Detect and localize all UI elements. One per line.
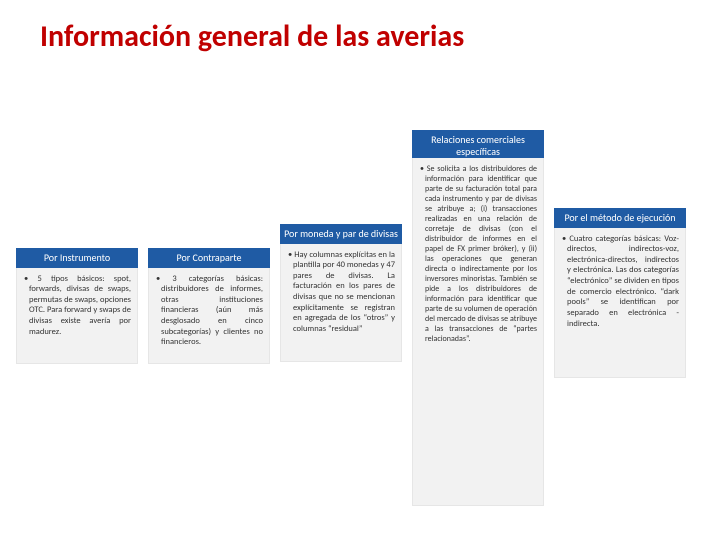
column-contraparte: Por Contraparte 3 categorías básicas: di… <box>148 248 270 364</box>
header-instrumento: Por Instrumento <box>16 248 138 268</box>
bullet-instrumento: 5 tipos básicos: spot, forwards, divisas… <box>29 274 131 338</box>
column-relaciones-top: Relaciones comerciales específicas <box>412 130 544 161</box>
body-instrumento: 5 tipos básicos: spot, forwards, divisas… <box>16 268 138 364</box>
header-contraparte: Por Contraparte <box>148 248 270 268</box>
column-moneda: Por moneda y par de divisas Hay columnas… <box>280 224 402 362</box>
body-ejecucion: Cuatro categorías básicas: Voz-directos,… <box>554 228 686 378</box>
header-relaciones: Relaciones comerciales específicas <box>412 130 544 161</box>
header-ejecucion: Por el método de ejecución <box>554 208 686 228</box>
column-ejecucion: Por el método de ejecución Cuatro catego… <box>554 208 686 378</box>
page-title: Información general de las averias <box>40 18 464 55</box>
header-moneda: Por moneda y par de divisas <box>280 224 402 244</box>
body-moneda: Hay columnas explícitas en la plantilla … <box>280 244 402 362</box>
bullet-ejecucion: Cuatro categorías básicas: Voz-directos,… <box>567 234 679 330</box>
bullet-contraparte: 3 categorías básicas: distribuidores de … <box>161 274 263 348</box>
body-contraparte: 3 categorías básicas: distribuidores de … <box>148 268 270 364</box>
column-relaciones: Se solicita a los distribuidores de info… <box>412 158 544 506</box>
column-instrumento: Por Instrumento 5 tipos básicos: spot, f… <box>16 248 138 364</box>
bullet-moneda: Hay columnas explícitas en la plantilla … <box>293 250 395 335</box>
body-relaciones: Se solicita a los distribuidores de info… <box>412 158 544 506</box>
bullet-relaciones: Se solicita a los distribuidores de info… <box>425 164 537 344</box>
